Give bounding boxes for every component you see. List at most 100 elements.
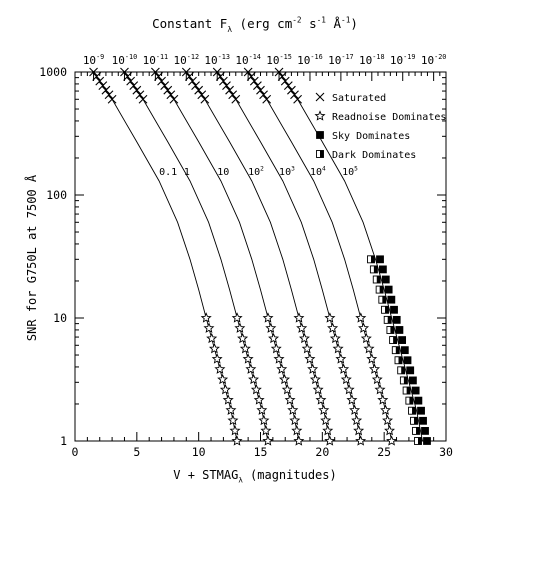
readnoise-marker (318, 404, 330, 415)
readnoise-marker (203, 322, 215, 333)
saturated-marker (222, 81, 231, 91)
plot-frame (74, 71, 447, 442)
top-tick-label: 10-9 (83, 53, 104, 67)
sky-marker (378, 265, 387, 274)
readnoise-marker (360, 332, 372, 344)
legend-x-marker (315, 92, 325, 102)
saturated-marker (138, 94, 148, 104)
sky-marker (406, 366, 415, 375)
readnoise-marker (329, 332, 341, 344)
saturated-marker (194, 85, 204, 95)
readnoise-marker (355, 312, 367, 323)
readnoise-marker (382, 414, 394, 426)
readnoise-marker (332, 342, 344, 354)
saturated-marker (129, 81, 139, 91)
readnoise-marker (262, 435, 274, 446)
sky-marker (417, 406, 425, 415)
readnoise-marker (363, 342, 375, 354)
dark-marker (408, 406, 416, 415)
sky-marker (390, 305, 398, 314)
sky-marker (398, 336, 407, 344)
readnoise-marker (320, 414, 332, 426)
readnoise-marker (209, 342, 220, 354)
top-tick-label: 10-15 (266, 53, 292, 67)
readnoise-marker (291, 424, 303, 436)
curve-label: 103 (279, 165, 295, 178)
snr-curve-10e2 (185, 71, 331, 442)
saturated-marker (132, 85, 142, 95)
dark-marker (381, 305, 389, 314)
saturated-marker (169, 94, 179, 104)
x-tick-label: 25 (377, 445, 391, 459)
saturated-marker (200, 94, 210, 104)
saturated-marker (107, 94, 117, 104)
sky-marker (376, 255, 384, 264)
readnoise-marker (358, 322, 370, 333)
readnoise-marker (384, 424, 395, 436)
readnoise-marker (309, 373, 321, 385)
dark-marker (414, 437, 422, 445)
legend-star-marker (314, 110, 326, 121)
readnoise-marker (335, 353, 347, 364)
legend: Saturated Readnoise Dominates Sky Dominate… (314, 92, 446, 161)
saturated-marker (246, 72, 256, 81)
legend-label: Sky Dominates (332, 131, 410, 142)
saturated-marker (135, 90, 145, 100)
readnoise-marker (374, 383, 386, 395)
curve-label: 102 (248, 165, 264, 178)
saturated-marker (123, 72, 132, 81)
saturated-marker (293, 94, 302, 104)
dark-marker (378, 295, 387, 304)
top-tick-label: 10-18 (359, 53, 385, 67)
x-tick-label: 20 (315, 445, 329, 459)
readnoise-marker (371, 373, 383, 385)
sky-marker (411, 386, 420, 395)
readnoise-marker (312, 383, 324, 395)
readnoise-marker (307, 363, 319, 374)
readnoise-marker (324, 312, 336, 323)
readnoise-marker (245, 363, 257, 374)
saturated-marker (283, 81, 293, 91)
readnoise-marker (242, 353, 254, 364)
readnoise-marker (273, 353, 285, 364)
saturated-marker (287, 85, 296, 95)
readnoise-marker (222, 394, 234, 405)
dark-marker (412, 426, 420, 435)
saturated-marker (256, 85, 265, 95)
readnoise-marker (327, 322, 339, 333)
saturated-marker (277, 72, 287, 81)
y-axis-label: SNR for G750L at 7500 Å (24, 174, 39, 341)
saturated-marker (188, 76, 197, 86)
sky-marker (384, 285, 393, 294)
saturated-marker (185, 72, 194, 81)
saturated-marker (219, 76, 228, 86)
dark-marker (391, 346, 400, 355)
top-tick-label: 10-14 (235, 53, 261, 67)
saturated-marker (259, 90, 268, 100)
readnoise-marker (260, 424, 272, 436)
readnoise-marker (268, 332, 280, 344)
curve-label: 105 (342, 165, 358, 178)
readnoise-marker (366, 353, 378, 364)
readnoise-marker (217, 373, 229, 385)
readnoise-marker (253, 394, 265, 405)
readnoise-marker (250, 383, 262, 395)
dark-marker (410, 416, 418, 425)
x-tick-label: 30 (439, 445, 453, 459)
readnoise-marker (353, 424, 365, 436)
bottom-axis: 0 5 10 15 20 25 30 (72, 432, 453, 459)
sky-marker (381, 275, 390, 284)
saturated-marker (290, 90, 299, 100)
readnoise-marker (219, 383, 231, 395)
x-tick-label: 10 (192, 445, 206, 459)
readnoise-marker (355, 435, 367, 446)
legend-label: Saturated (332, 93, 386, 104)
top-tick-label: 10-19 (390, 53, 416, 67)
saturated-marker (228, 90, 238, 100)
saturated-marker (249, 76, 259, 86)
top-tick-label: 10-11 (143, 53, 169, 67)
dark-marker (402, 386, 411, 395)
dark-marker (383, 315, 392, 324)
sky-marker (423, 437, 431, 445)
